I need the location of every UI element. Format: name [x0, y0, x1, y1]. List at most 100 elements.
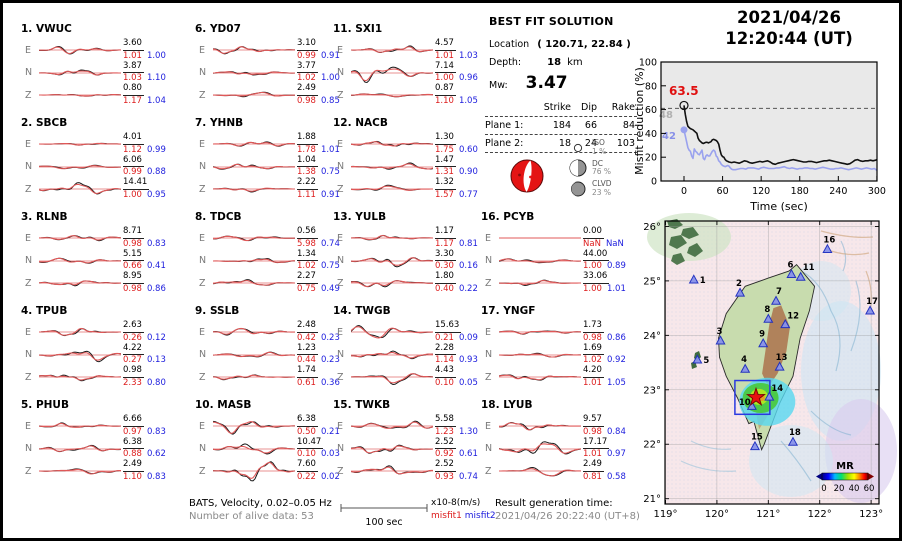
component-label: E [337, 44, 344, 56]
misfit2-value: 0.03 [320, 449, 340, 460]
component-label: Z [25, 277, 32, 289]
waveform-plot [39, 164, 121, 169]
waveform-plot [39, 328, 121, 337]
component-row-z: Z 14.41 1.00 0.95 [13, 178, 169, 201]
trace-values: 0.80 1.17 1.04 [123, 84, 169, 106]
plane2-rake: 103 [616, 138, 635, 149]
synthetic-trace [39, 445, 121, 452]
bandpass-text: BATS, Velocity, 0.02–0.05 Hz [189, 498, 332, 509]
station-panel-yulb: 13. YULB E 1.17 1.17 0.81 N 3.30 0.30 0.16 Z 1.80 0… [325, 209, 481, 295]
misfit1-value: 1.12 [123, 144, 142, 155]
amplitude-value: 1.34 [297, 249, 318, 262]
misfit1-value: 1.01 [583, 449, 602, 460]
component-row-e: E 2.63 0.26 0.12 [13, 321, 169, 344]
trace-values: 3.87 1.03 1.10 [123, 61, 169, 84]
component-label: E [199, 138, 206, 150]
trace-values: 17.17 1.01 0.97 [583, 437, 629, 460]
station-panel-yhnb: 7. YHNB E 1.88 1.78 1.01 N 1.04 1.38 0.75 Z 2.22 1.… [187, 115, 343, 201]
synthetic-trace [213, 236, 295, 242]
component-row-e: E 2.48 0.42 0.23 [187, 321, 343, 344]
component-row-z: Z 1.74 0.61 0.36 [187, 366, 343, 389]
waveform-plot [499, 258, 581, 263]
misfit1-value: 1.11 [297, 189, 316, 200]
trace-values: 4.57 1.01 1.03 [435, 39, 481, 61]
component-row-e: E 0.56 5.98 0.74 [187, 227, 343, 250]
misfit-curve-misfit1 [683, 105, 878, 166]
amplitude-value: 1.74 [297, 366, 318, 378]
component-row-e: E 1.17 1.17 0.81 [325, 227, 481, 250]
map-station-label-8: 8 [764, 305, 770, 315]
waveform-plot [39, 46, 121, 55]
iso-item: ISO 1 % [569, 138, 641, 156]
amplitude-value: 5.15 [123, 249, 144, 262]
component-row-e: E 1.88 1.78 1.01 [187, 133, 343, 156]
misfit2-value: 0.75 [320, 167, 340, 178]
time-scale-bar: 100 sec [340, 504, 428, 528]
misfit2-value: 0.83 [146, 471, 166, 482]
component-label: N [199, 443, 207, 455]
component-row-e: E 6.66 0.97 0.83 [13, 415, 169, 438]
misfit1-value: 0.27 [123, 355, 142, 366]
waveform-plot [351, 280, 433, 288]
component-row-z: Z 0.98 2.33 0.80 [13, 366, 169, 389]
trace-values: 4.43 0.10 0.05 [435, 366, 481, 388]
station-panel-sslb: 9. SSLB E 2.48 0.42 0.23 N 1.23 0.44 0.23 Z 1.74 0.… [187, 303, 343, 389]
trace-values: 1.30 1.75 0.60 [435, 133, 481, 155]
colorbar-title: MR [836, 461, 854, 472]
waveform-plot [39, 350, 121, 362]
dc-percent: 76 % [592, 167, 612, 176]
station-title: 7. YHNB [195, 117, 244, 129]
map-station-label-10: 10 [739, 398, 751, 408]
component-label: E [485, 232, 492, 244]
component-row-e: E 3.60 1.01 1.00 [13, 39, 169, 62]
map-station-label-16: 16 [823, 235, 835, 245]
synthetic-trace [351, 93, 433, 98]
misfit1-value: 1.17 [435, 238, 454, 249]
lon-tick-label: 119° [653, 509, 677, 520]
waveform-plot [351, 141, 433, 147]
waveform-plot [351, 66, 433, 83]
misfit2-value: NaN [605, 238, 624, 249]
station-panel-twgb: 14. TWGB E 15.63 0.21 0.09 N 2.28 1.14 0.93 Z 4.43… [325, 303, 481, 389]
y-tick-label: 0 [651, 177, 657, 188]
trace-values: 1.32 1.57 0.77 [435, 178, 481, 200]
misfit1-value: 1.00 [583, 283, 602, 294]
component-label: E [337, 326, 344, 338]
component-label: Z [199, 89, 206, 101]
station-panel-sbcb: 2. SBCB E 4.01 1.12 0.99 N 6.06 0.99 0.88 Z 14.41 1… [13, 115, 169, 201]
waveform-plot [213, 91, 295, 98]
amplitude-value: 3.77 [297, 61, 318, 74]
colorbar-tick-label: 0 [821, 484, 826, 494]
misfit1-value: 1.00 [435, 73, 454, 84]
waveform-plot [39, 374, 121, 382]
col-strike: Strike [543, 102, 571, 113]
map-station-label-4: 4 [741, 355, 747, 365]
misfit1-value: 1.14 [435, 355, 454, 366]
observed-trace [39, 350, 121, 362]
synthetic-trace [39, 351, 121, 361]
waveform-plot [351, 350, 433, 359]
synthetic-trace [213, 142, 295, 147]
station-panel-tpub: 4. TPUB E 2.63 0.26 0.12 N 4.22 0.27 0.13 Z 0.98 2.… [13, 303, 169, 389]
synthetic-trace [39, 46, 121, 55]
map-station-label-14: 14 [771, 384, 783, 394]
map-station-10 [746, 400, 757, 410]
trace-values: 1.17 1.17 0.81 [435, 227, 481, 249]
component-row-e: E 5.58 1.23 1.30 [325, 415, 481, 438]
misfit1-value: 1.10 [435, 95, 454, 106]
component-label: N [337, 443, 345, 455]
component-label: N [485, 255, 493, 267]
trace-values: 3.10 0.99 0.91 [297, 39, 343, 61]
trace-values: 0.98 2.33 0.80 [123, 366, 169, 388]
trace-values: 6.38 0.50 0.21 [297, 415, 343, 437]
amplitude-value: 1.80 [435, 272, 456, 284]
misfit2-value: 0.22 [458, 283, 478, 294]
trace-values: 15.63 0.21 0.09 [435, 321, 481, 343]
units-label: x10-8(m/s) [431, 498, 481, 508]
component-row-z: Z 8.95 0.98 0.86 [13, 272, 169, 295]
trace-values: 2.49 0.98 0.85 [297, 84, 343, 106]
amplitude-value: 6.38 [123, 437, 144, 450]
station-title: 11. SXI1 [333, 23, 383, 35]
amplitude-value: 1.23 [297, 343, 318, 356]
map-station-label-1: 1 [700, 276, 706, 286]
